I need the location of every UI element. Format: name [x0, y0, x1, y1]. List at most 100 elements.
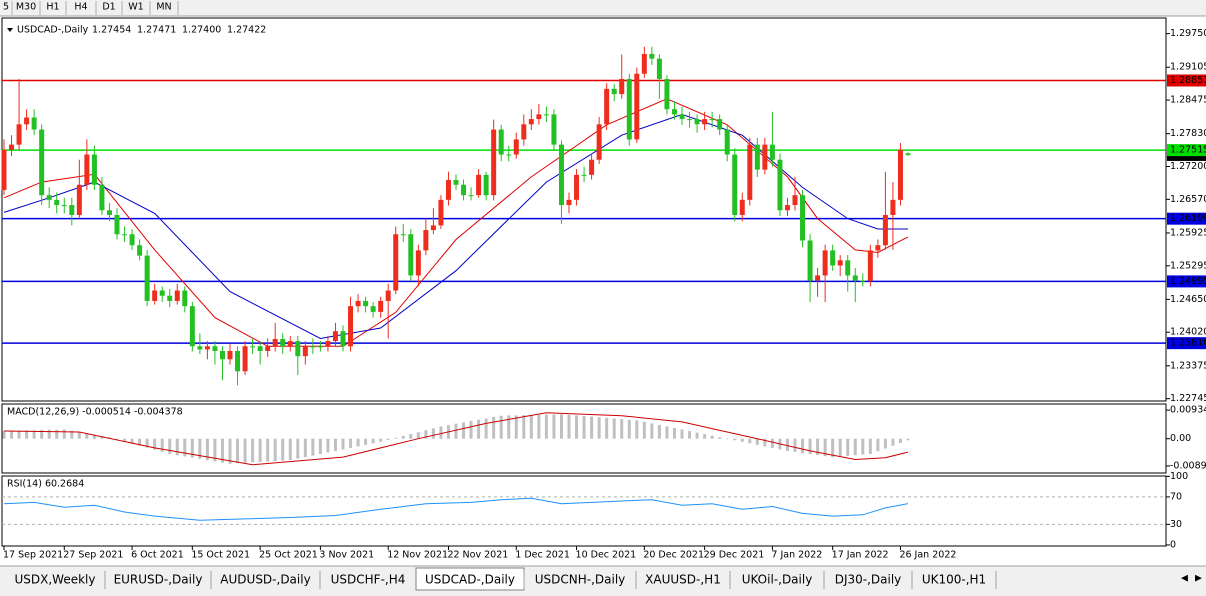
candle-body [235, 350, 241, 372]
macd-bar [612, 418, 616, 439]
timeframe-button[interactable]: M30 [16, 2, 36, 13]
candle-body [174, 290, 180, 301]
macd-bar [755, 438, 759, 445]
timeframe-button[interactable]: H1 [46, 2, 59, 13]
macd-bar [85, 433, 89, 439]
chart-tab[interactable]: UK100-,H1 [922, 573, 986, 587]
x-tick-label: 20 Dec 2021 [643, 550, 704, 561]
candle-body [114, 214, 120, 235]
macd-signal [3, 412, 909, 466]
timeframe-button[interactable]: D1 [102, 2, 115, 13]
macd-bar [770, 438, 774, 448]
macd-bar [145, 438, 149, 448]
timeframe-button[interactable]: 5 [3, 2, 9, 13]
macd-bar [273, 438, 277, 462]
macd-bar [318, 438, 322, 455]
level-price-box [1167, 74, 1206, 87]
chart-tab[interactable]: UKOil-,Daily [742, 573, 813, 587]
macd-bar [891, 438, 895, 446]
x-tick-label: 29 Dec 2021 [704, 550, 765, 561]
macd-bar [703, 434, 707, 439]
rsi-pane [1, 475, 1167, 547]
chart-tab[interactable]: XAUUSD-,H1 [645, 573, 721, 587]
macd-bar [861, 438, 865, 455]
ohlc-value: 1.27422 [227, 25, 266, 36]
chart-tab[interactable]: EURUSD-,Daily [114, 573, 203, 587]
macd-bar [228, 438, 232, 464]
macd-bar [688, 431, 692, 439]
candle-body [717, 119, 723, 130]
candle-body [513, 139, 519, 155]
macd-bar [364, 438, 368, 445]
candle-body [310, 346, 316, 348]
macd-bar [853, 438, 857, 456]
candle-body [769, 144, 775, 160]
y-tick-label: 1.29105 [1170, 62, 1206, 73]
level-price-label: 1.28851 [1170, 75, 1206, 86]
rsi-line [3, 497, 909, 521]
moving-average [3, 113, 908, 340]
chart-tab[interactable]: USDX,Weekly [15, 573, 96, 587]
candle-body [31, 117, 37, 130]
y-tick-label: 70 [1170, 491, 1182, 502]
level-price-label: 1.24995 [1170, 276, 1206, 287]
scroll-left[interactable]: ◀ [1181, 574, 1188, 584]
candle-body [687, 119, 693, 121]
candle-body [167, 295, 173, 301]
candle-body [272, 338, 278, 347]
candle-body [9, 144, 15, 150]
candle-body [702, 119, 708, 125]
chart-tab[interactable]: DJ30-,Daily [835, 573, 902, 587]
candle-body [724, 129, 730, 155]
candle-body [536, 114, 542, 120]
candle-body [332, 331, 338, 342]
candle-body [287, 341, 293, 347]
timeframe-button[interactable]: MN [156, 2, 171, 13]
chart-tab[interactable]: USDCHF-,H4 [331, 573, 406, 587]
chart-tab[interactable]: USDCNH-,Daily [535, 573, 626, 587]
candle-body [106, 210, 112, 215]
candle-body [1, 149, 7, 190]
candle-body [641, 53, 647, 74]
candle-body [792, 195, 798, 206]
candle-body [558, 144, 564, 206]
macd-bar [296, 438, 300, 459]
candle-body [24, 117, 30, 125]
macd-bar [153, 438, 157, 450]
macd-bar [838, 438, 842, 457]
macd-bar [198, 438, 202, 459]
macd-bar [70, 430, 74, 439]
candle-body [159, 290, 165, 296]
macd-bar [605, 417, 609, 439]
candle-body [400, 234, 406, 236]
x-tick-label: 10 Dec 2021 [576, 550, 637, 561]
candle-body [897, 149, 903, 200]
timeframe-button[interactable]: W1 [128, 2, 143, 13]
macd-bar [401, 435, 405, 439]
macd-bar [801, 438, 805, 454]
candle-body [860, 280, 866, 282]
candle-body [242, 346, 248, 372]
y-tick-label: 1.29750 [1170, 28, 1206, 39]
candle-body [671, 109, 677, 115]
candle-body [815, 275, 821, 281]
candle-body [265, 346, 271, 351]
macd-bar [514, 415, 518, 439]
level-price-box [1167, 337, 1206, 350]
chart-tab[interactable]: USDCAD-,Daily [425, 573, 515, 587]
candle-body [581, 174, 587, 176]
scroll-right[interactable]: ▶ [1195, 574, 1202, 584]
macd-bar [288, 438, 292, 461]
macd-bar [883, 438, 887, 449]
chart-tab[interactable]: AUDUSD-,Daily [220, 573, 310, 587]
macd-bar [748, 438, 752, 444]
macd-bar [371, 438, 375, 444]
candle-body [754, 144, 760, 170]
macd-bar [130, 438, 134, 444]
macd-bar [160, 438, 164, 452]
macd-bar [785, 438, 789, 451]
candle-body [822, 250, 828, 276]
timeframe-button[interactable]: H4 [74, 2, 87, 13]
y-tick-label: 0 [1170, 539, 1176, 550]
macd-bar [356, 438, 360, 447]
